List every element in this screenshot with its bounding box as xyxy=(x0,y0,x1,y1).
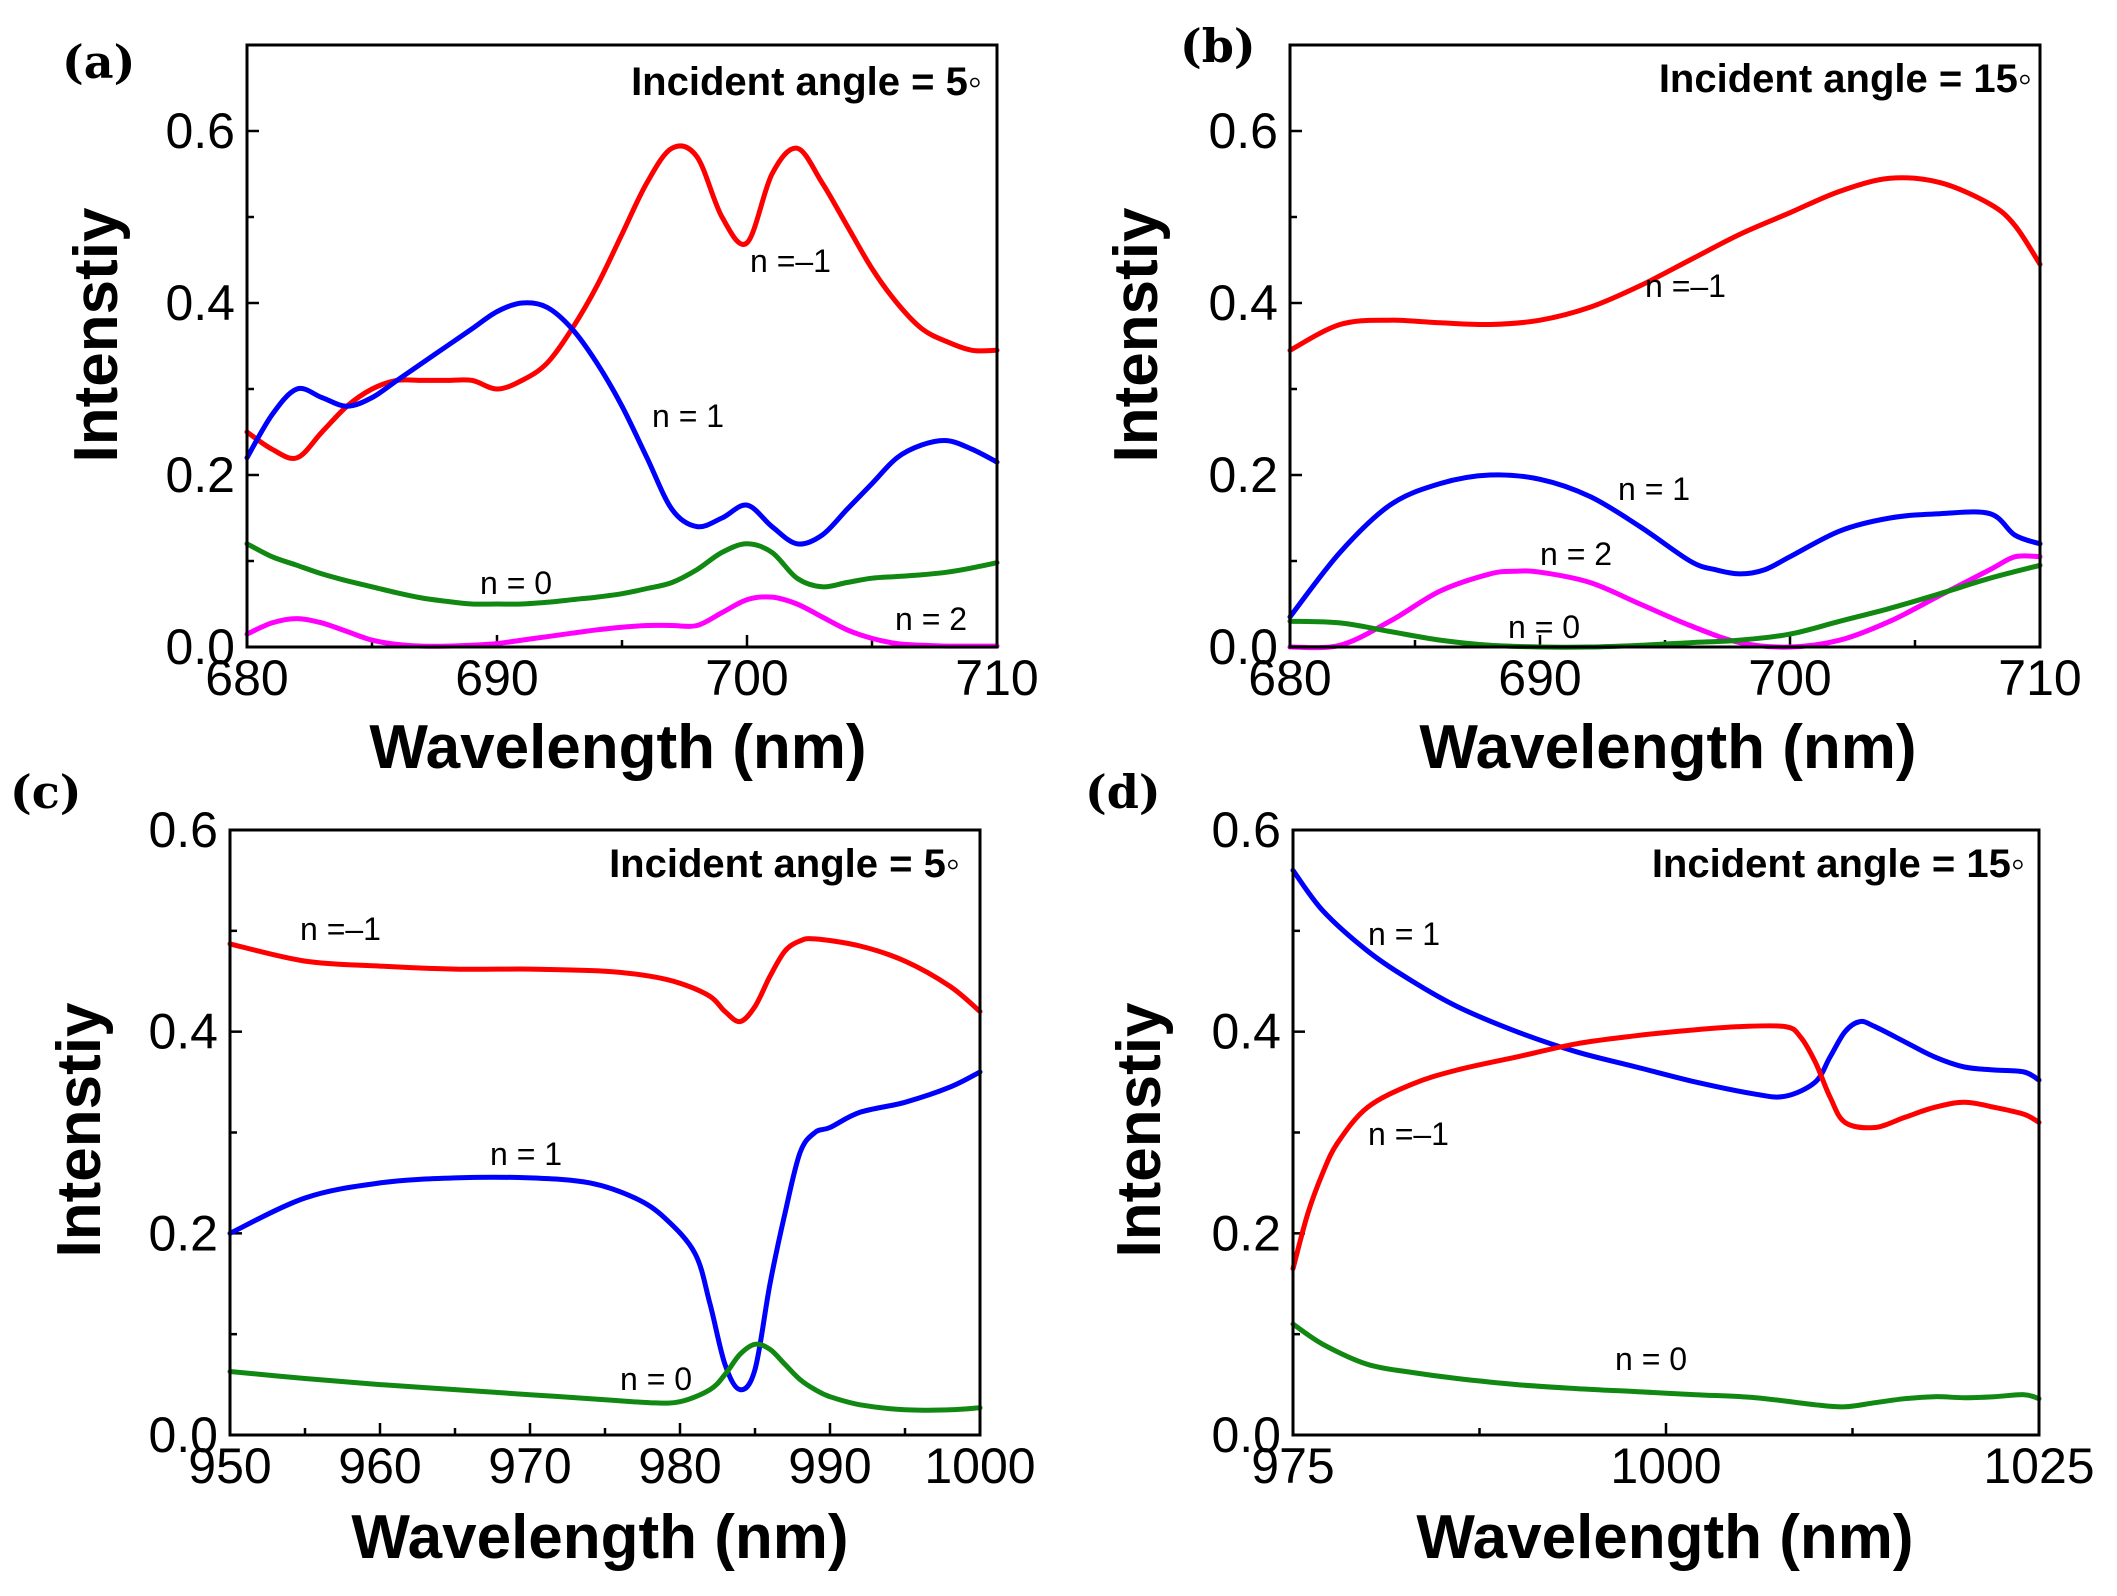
y-tick-label: 0.2 xyxy=(148,1205,218,1261)
x-axis-title-b: Wavelength (nm) xyxy=(1419,713,1916,782)
angle-annotation-d: Incident angle = 15◦ xyxy=(1652,842,2025,886)
x-tick-label: 710 xyxy=(955,650,1038,706)
curve-label-a-n-0: n = 0 xyxy=(480,565,552,601)
curves-d xyxy=(1290,867,2042,1410)
panel-label-b: (b) xyxy=(1180,19,1256,73)
curve-label-b-n-0: n = 0 xyxy=(1508,609,1580,645)
y-axis-title-b: Intenstiy xyxy=(1102,207,1171,462)
series-line-n-2 xyxy=(244,594,1000,649)
curve-label-d-n-0: n = 0 xyxy=(1615,1341,1687,1377)
curve-label-c-n-0: n = 0 xyxy=(620,1361,692,1397)
y-tick-label: 0.2 xyxy=(165,447,235,503)
curve-label-c-n-minus-1: n =–1 xyxy=(300,911,381,947)
y-tick-label: 0.4 xyxy=(148,1004,218,1060)
x-tick-label: 970 xyxy=(488,1438,571,1494)
series-line-n-1 xyxy=(1287,175,2043,353)
curve-label-b-n-2: n = 2 xyxy=(1540,536,1612,572)
series-line-n-1 xyxy=(227,1069,983,1393)
y-tick-label: 0.0 xyxy=(1211,1407,1281,1463)
plot-frame-c xyxy=(228,828,982,1437)
y-tick-label: 0.2 xyxy=(1211,1205,1281,1261)
series-line-n-1 xyxy=(1290,1023,2042,1272)
ticks-c: 950 960 970 980 990 1000 0.0 0.2 0.4 0.6 xyxy=(148,802,1035,1494)
y-tick-label: 0.6 xyxy=(1208,103,1278,159)
panel-b: (b) Intenstiy Wavelength (nm) Incident a… xyxy=(1102,19,2082,782)
x-tick-label: 710 xyxy=(1998,650,2081,706)
series-line-n-1 xyxy=(1290,867,2042,1100)
angle-annotation-a: Incident angle = 5◦ xyxy=(631,60,982,104)
x-tick-label: 680 xyxy=(1248,650,1331,706)
y-tick-label: 0.6 xyxy=(148,802,218,858)
curve-label-c-n-1: n = 1 xyxy=(490,1136,562,1172)
y-tick-label: 0.6 xyxy=(165,103,235,159)
plot-frame-b xyxy=(1288,43,2042,649)
ticks-b: 680 690 700 710 0.0 0.2 0.4 0.6 xyxy=(1208,103,2081,706)
curve-label-a-n-1: n = 1 xyxy=(652,398,724,434)
y-tick-label: 0.4 xyxy=(165,275,235,331)
panel-label-c: (c) xyxy=(10,765,82,819)
x-tick-label: 1000 xyxy=(924,1438,1035,1494)
y-tick-label: 0.0 xyxy=(1208,619,1278,675)
curves-c xyxy=(227,936,983,1413)
y-tick-label: 0.2 xyxy=(1208,447,1278,503)
y-axis-title-d: Intenstiy xyxy=(1105,1002,1174,1257)
ticks-a: 680 690 700 710 0.0 0.2 0.4 0.6 xyxy=(165,103,1038,706)
series-line-n-0 xyxy=(1290,1321,2042,1410)
plot-frame-a xyxy=(245,43,999,649)
angle-annotation-c: Incident angle = 5◦ xyxy=(609,842,960,886)
x-tick-label: 960 xyxy=(338,1438,421,1494)
x-tick-label: 1025 xyxy=(1983,1438,2094,1494)
x-axis-title-a: Wavelength (nm) xyxy=(369,713,866,782)
panel-label-a: (a) xyxy=(62,35,135,89)
curves-a xyxy=(244,143,1000,649)
series-line-n-0 xyxy=(244,541,1000,607)
panel-a: (a) Intenstiy Wavelength (nm) Incident a… xyxy=(62,35,1039,782)
x-tick-label: 700 xyxy=(705,650,788,706)
curve-label-a-n-minus-1: n =–1 xyxy=(750,243,831,279)
panel-c: (c) Intenstiy Wavelength (nm) Incident a… xyxy=(10,765,1036,1572)
series-line-n-1 xyxy=(244,143,1000,461)
y-tick-label: 0.6 xyxy=(1211,802,1281,858)
x-tick-label: 980 xyxy=(638,1438,721,1494)
panel-label-d: (d) xyxy=(1085,765,1161,819)
curves-b xyxy=(1287,175,2043,651)
series-line-n-0 xyxy=(227,1341,983,1413)
x-axis-title-c: Wavelength (nm) xyxy=(351,1503,848,1572)
x-axis-title-d: Wavelength (nm) xyxy=(1416,1503,1913,1572)
curve-label-d-n-minus-1: n =–1 xyxy=(1368,1116,1449,1152)
x-tick-label: 1000 xyxy=(1610,1438,1721,1494)
y-tick-label: 0.4 xyxy=(1208,275,1278,331)
series-line-n-1 xyxy=(244,300,1000,547)
panel-d: (d) Intenstiy Wavelength (nm) Incident a… xyxy=(1085,765,2095,1572)
angle-annotation-b: Incident angle = 15◦ xyxy=(1659,57,2032,101)
y-tick-label: 0.0 xyxy=(148,1407,218,1463)
x-tick-label: 690 xyxy=(1498,650,1581,706)
curve-label-b-n-minus-1: n =–1 xyxy=(1645,268,1726,304)
curve-label-d-n-1: n = 1 xyxy=(1368,916,1440,952)
curve-label-b-n-1: n = 1 xyxy=(1618,471,1690,507)
x-tick-label: 680 xyxy=(205,650,288,706)
series-line-n-1 xyxy=(1287,472,2043,620)
series-line-n-1 xyxy=(227,936,983,1025)
curve-label-a-n-2: n = 2 xyxy=(895,601,967,637)
x-tick-label: 990 xyxy=(788,1438,871,1494)
series-line-n-0 xyxy=(1287,562,2043,650)
y-tick-label: 0.4 xyxy=(1211,1004,1281,1060)
x-tick-label: 950 xyxy=(188,1438,271,1494)
x-tick-label: 975 xyxy=(1251,1438,1334,1494)
y-tick-label: 0.0 xyxy=(165,619,235,675)
x-tick-label: 690 xyxy=(455,650,538,706)
y-axis-title-c: Intenstiy xyxy=(45,1002,114,1257)
plot-frame-d xyxy=(1291,828,2041,1437)
x-tick-label: 700 xyxy=(1748,650,1831,706)
y-axis-title-a: Intenstiy xyxy=(62,207,131,462)
